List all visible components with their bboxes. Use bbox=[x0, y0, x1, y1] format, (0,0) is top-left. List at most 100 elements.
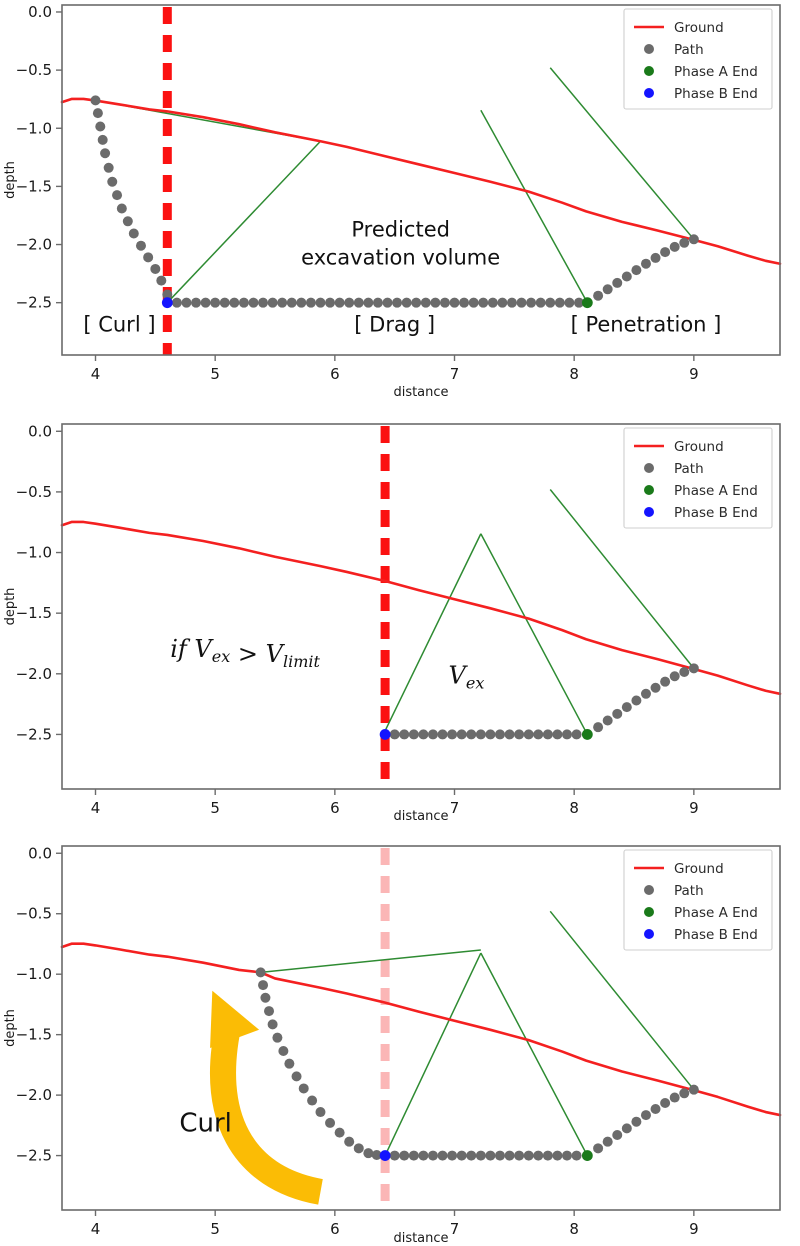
path-dot bbox=[523, 729, 534, 740]
legend-label: Phase B End bbox=[674, 927, 758, 943]
path-dot bbox=[392, 297, 403, 308]
legend-dot-swatch bbox=[644, 907, 654, 917]
axes-frame bbox=[61, 4, 781, 356]
excavation-volume-label: Vex bbox=[449, 662, 485, 693]
legend-dot-swatch bbox=[644, 463, 654, 473]
chart-panel-bottom: 4 5 6 7 8 9 distance 0.0 −0.5 −1.0 −1.5 −2.0 −2.5 dep… bbox=[0, 828, 800, 1246]
x-axis: 4 5 6 7 8 9 bbox=[91, 355, 699, 383]
x-tick-label: 6 bbox=[330, 799, 340, 817]
path-dot bbox=[449, 297, 460, 308]
y-tick-label: −2.5 bbox=[16, 1147, 52, 1165]
path-dot bbox=[602, 284, 613, 295]
path-dot bbox=[334, 1127, 345, 1138]
path-dot bbox=[602, 715, 613, 726]
ground-line bbox=[60, 942, 782, 1117]
y-tick-label: −0.5 bbox=[16, 905, 52, 923]
y-tick-label: 0.0 bbox=[28, 422, 52, 440]
phase-label-penetration: [ Penetration ] bbox=[571, 313, 722, 337]
y-tick-label: −1.0 bbox=[16, 119, 52, 137]
y-axis-label: depth bbox=[3, 161, 18, 199]
path-dot bbox=[315, 297, 326, 308]
path-dot bbox=[399, 1150, 410, 1161]
path-dot bbox=[100, 148, 111, 159]
legend-item: Path bbox=[644, 461, 704, 477]
y-tick-label: −0.5 bbox=[16, 483, 52, 501]
path-dot bbox=[258, 297, 269, 308]
path-dot bbox=[552, 729, 563, 740]
legend-label: Phase A End bbox=[674, 64, 758, 80]
path-dot bbox=[389, 729, 400, 740]
legend-label: Path bbox=[674, 42, 704, 58]
path-dot bbox=[593, 722, 604, 733]
path-dot bbox=[688, 663, 699, 674]
x-tick-label: 5 bbox=[210, 1220, 220, 1238]
x-tick-label: 9 bbox=[689, 365, 699, 383]
path-dot bbox=[267, 1019, 278, 1030]
path-dot bbox=[660, 676, 671, 687]
path-dot bbox=[116, 203, 127, 214]
path-dot bbox=[561, 1150, 572, 1161]
path-dot bbox=[485, 1150, 496, 1161]
x-tick-label: 4 bbox=[91, 1220, 101, 1238]
path-dot bbox=[631, 265, 642, 276]
phase-a-end-marker bbox=[581, 297, 593, 309]
path-dot bbox=[542, 1150, 553, 1161]
path-dot bbox=[411, 297, 422, 308]
path-dot bbox=[298, 1083, 309, 1094]
legend-dot-swatch bbox=[644, 88, 654, 98]
path-dot bbox=[571, 1150, 582, 1161]
path-dot bbox=[621, 1123, 632, 1134]
path-dot bbox=[150, 263, 161, 274]
path-dot bbox=[545, 297, 556, 308]
path-dot bbox=[128, 228, 139, 239]
phase-a-end-marker bbox=[581, 1150, 593, 1161]
x-tick-label: 8 bbox=[569, 799, 579, 817]
path-dot bbox=[679, 1088, 690, 1099]
path-dot bbox=[669, 241, 680, 252]
legend: Ground Path Phase A End Phase B End bbox=[623, 427, 773, 529]
path-dot bbox=[612, 277, 623, 288]
legend-label: Path bbox=[674, 461, 704, 477]
boundary-line bbox=[384, 952, 482, 1156]
plot-content bbox=[60, 848, 782, 1210]
legend-dot-swatch bbox=[644, 507, 654, 517]
phase-b-end-marker bbox=[161, 297, 173, 309]
chart-panel-top: 4 5 6 7 8 9 distance 0.0 −0.5 −1.0 −1.5 −2.0 −2.5 dep… bbox=[0, 0, 800, 400]
path-dot bbox=[267, 297, 278, 308]
legend-item: Phase A End bbox=[644, 905, 758, 921]
chart-svg-1: 4 5 6 7 8 9 distance 0.0 −0.5 −1.0 −1.5 −2.0 −2.5 dep… bbox=[3, 422, 782, 824]
y-tick-label: −2.0 bbox=[16, 1086, 52, 1104]
path-dot bbox=[494, 1150, 505, 1161]
path-dot bbox=[135, 240, 146, 251]
path-dot bbox=[478, 297, 489, 308]
path-dot bbox=[305, 297, 316, 308]
path-dot bbox=[593, 1143, 604, 1154]
path-dot bbox=[660, 247, 671, 258]
x-tick-label: 7 bbox=[450, 365, 460, 383]
y-axis: 0.0 −0.5 −1.0 −1.5 −2.0 −2.5 bbox=[16, 422, 62, 743]
path-dot bbox=[389, 1150, 400, 1161]
path-dot bbox=[418, 729, 429, 740]
ground-line bbox=[60, 520, 782, 696]
legend-label: Ground bbox=[674, 439, 724, 455]
y-axis-label: depth bbox=[3, 1009, 18, 1047]
path-dot bbox=[291, 1071, 302, 1082]
axes-frame bbox=[61, 423, 781, 790]
path-dot bbox=[427, 729, 438, 740]
legend-box bbox=[623, 427, 773, 529]
phase-a-end-marker bbox=[581, 729, 593, 740]
path-dot bbox=[447, 1150, 458, 1161]
path-dot bbox=[466, 729, 477, 740]
legend-item: Ground bbox=[634, 861, 724, 877]
boundary-line bbox=[480, 952, 589, 1156]
legend-item: Phase A End bbox=[644, 483, 758, 499]
path-dot bbox=[459, 297, 470, 308]
path-dot bbox=[427, 1150, 438, 1161]
chart-panel-middle: 4 5 6 7 8 9 distance 0.0 −0.5 −1.0 −1.5 −2.0 −2.5 dep… bbox=[0, 404, 800, 824]
path-dot bbox=[97, 134, 108, 145]
plot-content bbox=[60, 426, 782, 789]
legend-box bbox=[623, 8, 773, 110]
boundary-line bbox=[480, 533, 588, 735]
path-dot bbox=[631, 695, 642, 706]
path-dot bbox=[191, 297, 202, 308]
